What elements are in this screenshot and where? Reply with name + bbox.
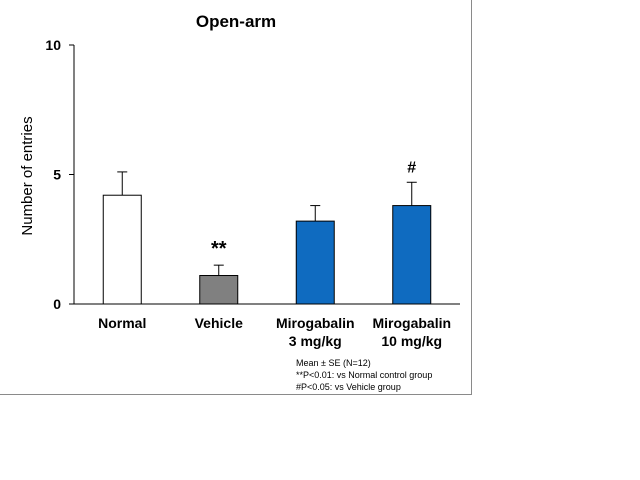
y-tick-label: 0 xyxy=(53,296,61,312)
footnote: **P<0.01: vs Normal control group xyxy=(296,370,432,380)
footnote: Mean ± SE (N=12) xyxy=(296,358,371,368)
bar xyxy=(295,220,335,305)
bar xyxy=(199,275,239,305)
chart-title: Open-arm xyxy=(196,12,276,31)
x-tick-label: Vehicle xyxy=(195,315,243,331)
significance-marker: ** xyxy=(211,238,227,260)
bar xyxy=(392,205,432,305)
y-tick-label: 10 xyxy=(45,37,61,53)
x-tick-label: Mirogabalin xyxy=(372,315,451,331)
y-axis-label: Number of entries xyxy=(19,116,36,235)
footnote: #P<0.05: vs Vehicle group xyxy=(296,382,401,392)
bar xyxy=(102,194,142,305)
x-tick-label: 3 mg/kg xyxy=(289,333,342,349)
x-tick-label: Normal xyxy=(98,315,146,331)
y-tick-label: 5 xyxy=(53,167,61,183)
bar-chart: Open-arm Number of entries 0 5 10 Normal ** V… xyxy=(19,12,460,392)
x-tick-label: Mirogabalin xyxy=(276,315,355,331)
significance-marker: # xyxy=(407,159,416,176)
x-tick-label: 10 mg/kg xyxy=(381,333,442,349)
chart-frame xyxy=(0,0,472,395)
